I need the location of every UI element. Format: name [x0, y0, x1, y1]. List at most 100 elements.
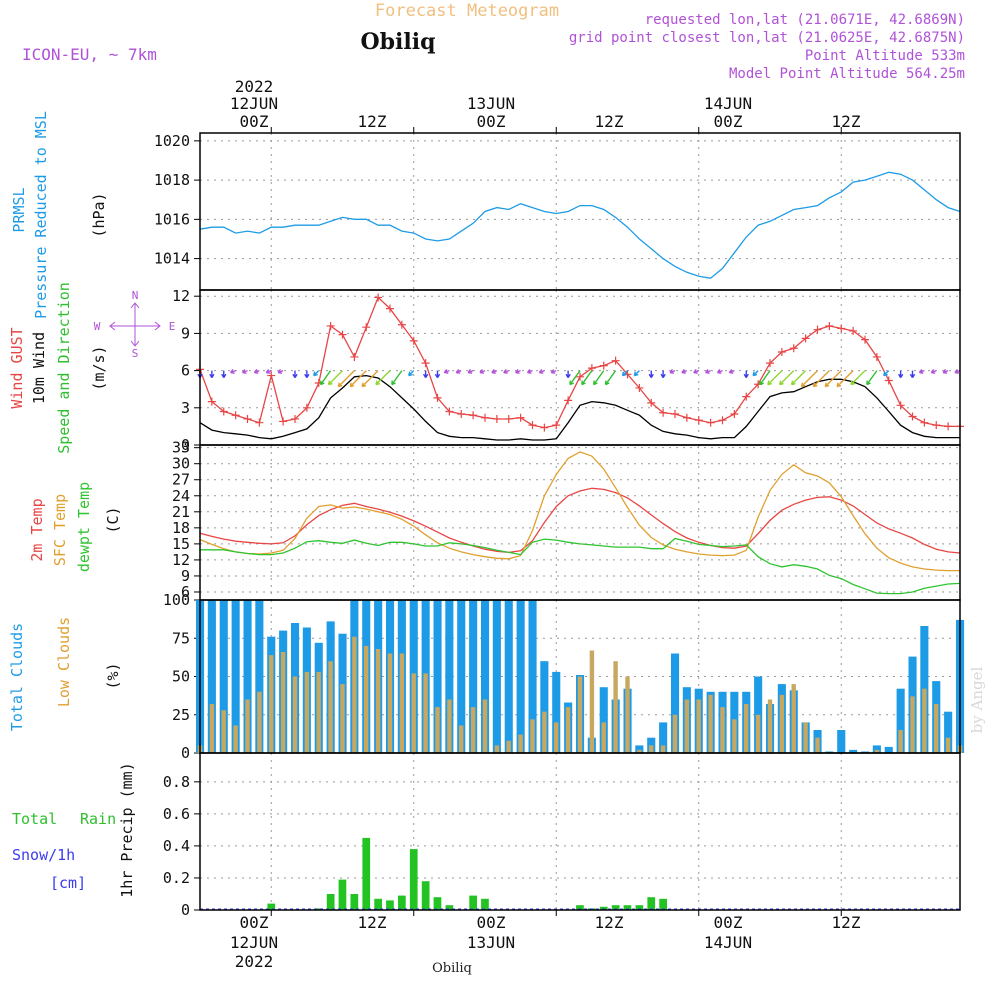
- y-tick-label: 1016: [154, 210, 190, 228]
- wind-arrow-head: [361, 382, 367, 388]
- y-tick-label: 9: [181, 324, 190, 342]
- gust-marker: [730, 410, 739, 418]
- rain-bar: [469, 895, 477, 910]
- low-cloud-bar: [803, 722, 808, 753]
- low-cloud-bar: [506, 740, 511, 753]
- model-altitude: Model Point Altitude 564.25m: [729, 66, 965, 82]
- gust-marker: [326, 321, 335, 330]
- wind-10m-label: 10m Wind: [30, 332, 48, 404]
- wind-direction-arrow: [328, 370, 343, 386]
- y-tick-label: 6: [181, 362, 190, 380]
- total-cloud-bar: [872, 745, 881, 753]
- wind-direction-arrow: [836, 370, 854, 388]
- panel-frame: [199, 132, 961, 291]
- wind-direction-arrow: [767, 370, 783, 386]
- low-cloud-bar: [934, 704, 939, 753]
- celsius-label: (C): [104, 506, 122, 533]
- y-tick-label: 15: [172, 535, 190, 553]
- wind-arrow-head: [391, 380, 396, 386]
- low-cloud-bar: [518, 734, 523, 753]
- wind-arrow-head: [824, 382, 830, 388]
- rain-bar: [338, 879, 347, 910]
- panel-frame: [199, 752, 961, 911]
- low-cloud-bar: [459, 725, 464, 753]
- wind-direction-arrow: [375, 370, 391, 386]
- wind-direction-arrow: [320, 370, 332, 386]
- wind-direction-arrow: [791, 370, 807, 386]
- y-tick-label: 75: [172, 629, 190, 647]
- y-tick-label: 0: [181, 436, 190, 454]
- percent-label: (%): [104, 662, 122, 689]
- low-cloud-bar: [530, 719, 535, 753]
- wind-arrow-head: [467, 368, 473, 374]
- total-cloud-bar: [255, 600, 264, 753]
- rain-bar: [326, 894, 335, 910]
- rain-bar: [623, 905, 632, 910]
- bottom-tick-label: 00Z: [477, 913, 506, 932]
- panel-frame: [199, 444, 961, 601]
- top-day-label: 13JUN: [467, 94, 515, 113]
- gust-marker: [457, 410, 466, 418]
- watermark: by Angel: [968, 666, 986, 733]
- wind-arrow-head: [538, 368, 544, 374]
- wind-arrow-head: [349, 382, 355, 388]
- total-cloud-bar: [552, 671, 561, 753]
- ms-label: (m/s): [90, 345, 108, 390]
- gust-marker: [742, 392, 751, 401]
- hpa-label: (hPa): [90, 192, 108, 237]
- low-cloud-bar: [625, 676, 630, 753]
- low-cloud-bar: [435, 707, 440, 753]
- bottom-tick-label: 12Z: [595, 913, 624, 932]
- gust-marker: [849, 326, 858, 335]
- gust-marker: [682, 413, 691, 422]
- wind-arrow-head: [209, 373, 215, 378]
- bottom-year-label: 2022: [235, 952, 274, 971]
- bottom-tick-label: 00Z: [240, 913, 269, 932]
- total-cloud-bar: [219, 600, 228, 753]
- wind-arrow-head: [550, 368, 556, 374]
- bottom-day-label: 14JUN: [704, 933, 752, 952]
- wind-arrow-head: [897, 373, 904, 378]
- y-tick-label: 12: [172, 551, 190, 569]
- y-tick-label: 1014: [154, 250, 190, 268]
- panel-pressure: 1014 1016 1018 1020: [154, 132, 961, 290]
- top-tick-label: 00Z: [714, 112, 743, 131]
- temp-2m-label: 2m Temp: [28, 498, 46, 561]
- top-time-axis: 2022 12JUN 13JUN 14JUN 00Z 12Z 00Z 12Z 0…: [230, 77, 861, 131]
- total-cloud-bar: [599, 687, 608, 753]
- rain-bar: [576, 905, 584, 910]
- total-cloud-bar: [445, 600, 454, 753]
- wind-arrow-head: [434, 373, 441, 378]
- bottom-time-axis: 00Z 12Z 00Z 12Z 00Z 12Z 12JUN 13JUN 14JU…: [230, 913, 861, 976]
- gust-marker: [920, 418, 929, 427]
- wind-arrow-head: [812, 382, 818, 388]
- gust-marker: [504, 414, 513, 423]
- gust-marker: [635, 383, 644, 392]
- gust-marker: [267, 371, 276, 380]
- wind-arrow-head: [930, 368, 936, 374]
- gust-marker: [944, 422, 953, 431]
- wind-arrow-head: [253, 368, 259, 374]
- top-year-label: 2022: [235, 77, 274, 96]
- sfc-temp-line: [199, 451, 960, 572]
- y-tick-label: 0: [181, 901, 190, 919]
- wind-direction-arrow: [779, 370, 795, 386]
- compass-rose: N S W E: [94, 289, 176, 360]
- low-cloud-bar: [221, 710, 226, 753]
- precip-panel-labels: Total Rain Snow/1h [cm] 1hr Precip (mm): [12, 762, 136, 897]
- wind-direction-arrow: [605, 370, 617, 386]
- temp-2m-line: [199, 487, 961, 554]
- chart-title: Forecast Meteogram: [375, 1, 559, 21]
- y-tick-label: 0.6: [163, 805, 190, 823]
- bottom-day-label: 13JUN: [467, 933, 515, 952]
- wind-arrow-head: [337, 382, 343, 388]
- wind-arrow-head: [918, 368, 924, 374]
- wind-arrow-head: [790, 380, 796, 386]
- gust-marker: [528, 421, 537, 430]
- pressure-panel-labels: PRMSL Pressure Reduced to MSL (hPa): [10, 111, 108, 319]
- low-cloud-bar: [732, 719, 737, 753]
- total-cloud-bar: [944, 711, 953, 753]
- y-tick-label: 1020: [154, 132, 190, 150]
